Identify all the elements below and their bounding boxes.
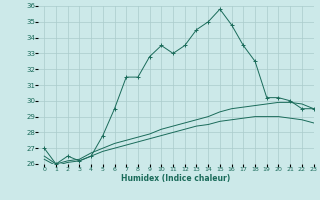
- X-axis label: Humidex (Indice chaleur): Humidex (Indice chaleur): [121, 174, 231, 183]
